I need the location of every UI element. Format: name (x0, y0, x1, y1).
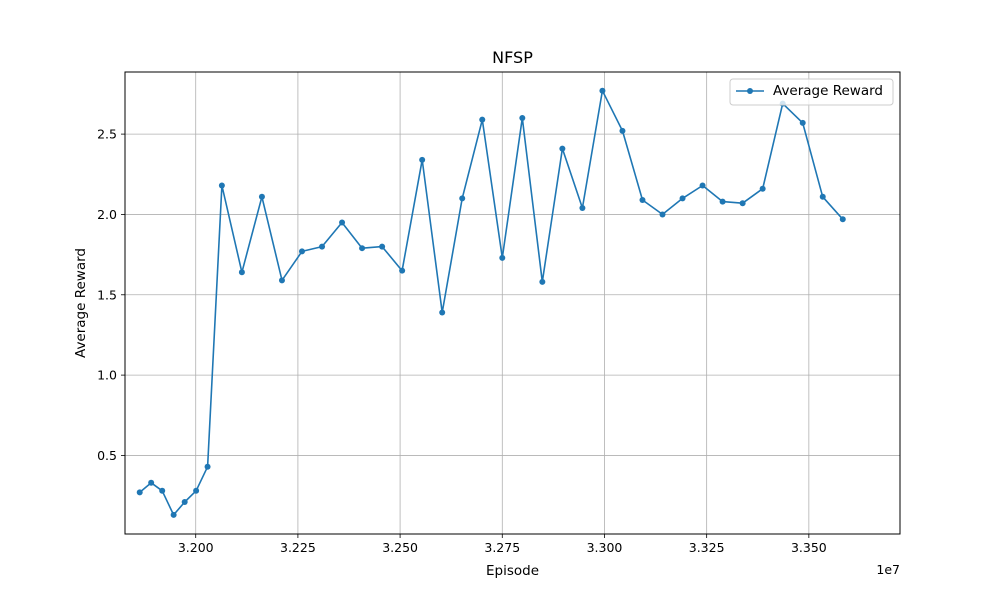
grid-lines (125, 72, 900, 534)
y-tick-label: 1.5 (97, 287, 117, 302)
data-point (519, 115, 526, 122)
data-point (193, 487, 200, 494)
data-point (799, 119, 806, 126)
legend-marker (747, 88, 753, 94)
data-point (278, 277, 285, 284)
y-axis-label: Average Reward (73, 248, 89, 358)
data-point (170, 511, 177, 518)
data-point (419, 156, 426, 163)
legend: Average Reward (729, 78, 894, 106)
x-tick-label: 3.200 (178, 540, 214, 555)
legend-label: Average Reward (773, 83, 883, 99)
y-tick-label: 1.0 (97, 368, 117, 383)
data-point (298, 248, 305, 255)
data-point (218, 182, 225, 189)
data-point (148, 479, 155, 486)
data-point (319, 243, 326, 250)
data-point (339, 219, 346, 226)
data-point (579, 205, 586, 212)
data-point (759, 185, 766, 192)
data-point (679, 195, 686, 202)
plot-frame (124, 71, 901, 535)
data-point (459, 195, 466, 202)
data-point (181, 499, 188, 506)
data-point (819, 193, 826, 200)
data-point (699, 182, 706, 189)
data-point (204, 463, 211, 470)
data-point (739, 200, 746, 207)
x-tick-label: 3.250 (382, 540, 418, 555)
data-point (539, 278, 546, 285)
x-tick-label: 3.225 (280, 540, 316, 555)
data-point (719, 198, 726, 205)
axis-ticks: 3.200 3.225 3.250 3.275 3.300 3.325 3.350 0.5 1.… (97, 127, 827, 555)
data-point (439, 309, 446, 316)
x-axis-offset-label: 1e7 (876, 562, 900, 577)
data-point (479, 116, 486, 123)
y-tick-label: 0.5 (97, 448, 117, 463)
y-tick-label: 2.0 (97, 207, 117, 222)
y-tick-label: 2.5 (97, 127, 117, 142)
data-point (159, 487, 166, 494)
data-point (559, 145, 566, 152)
data-point (258, 193, 265, 200)
data-point (839, 216, 846, 223)
data-point (639, 196, 646, 203)
x-tick-label: 3.275 (484, 540, 520, 555)
x-tick-label: 3.300 (587, 540, 623, 555)
x-tick-label: 3.325 (689, 540, 725, 555)
data-point (136, 489, 143, 496)
chart-title: NFSP (492, 48, 533, 67)
data-point (379, 243, 386, 250)
data-point (359, 245, 366, 252)
data-point (599, 87, 606, 94)
data-point (619, 127, 626, 134)
data-point (499, 254, 506, 261)
x-tick-label: 3.350 (791, 540, 827, 555)
data-point (238, 269, 245, 276)
x-axis-label: Episode (486, 563, 539, 579)
data-point (659, 211, 666, 218)
legend-box (729, 78, 894, 106)
data-point (399, 267, 406, 274)
